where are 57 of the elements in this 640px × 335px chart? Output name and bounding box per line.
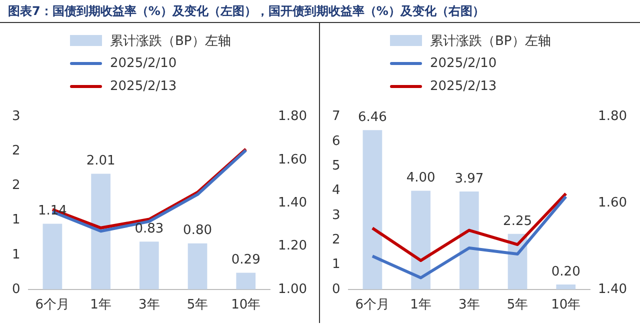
data-label: 0.80 [183,223,212,238]
x-tick-label: 5年 [186,298,208,313]
x-tick-label: 6个月 [35,298,70,313]
bar [411,190,430,290]
y2-tick-label: 1.00 [278,282,308,297]
y-tick-label: 3 [12,109,20,124]
x-tick-label: 6个月 [355,298,390,313]
y-tick-label: 1 [12,212,20,228]
y-tick-label: 0 [12,282,20,297]
x-tick-label: 10年 [551,298,581,313]
y-tick-label: 2 [12,144,20,159]
y-tick-label: 7 [332,109,340,124]
x-tick-label: 1年 [410,298,432,313]
bar [139,242,159,290]
legend-label: 累计涨跌（BP）左轴 [110,32,231,50]
x-tick-label: 3年 [458,298,480,313]
data-label: 2.01 [86,154,116,169]
y-tick-label: 1 [332,257,340,272]
data-label: 4.00 [406,170,436,186]
y2-tick-label: 1.80 [278,109,308,124]
y2-tick-label: 1.20 [278,238,308,254]
bar [236,272,256,290]
data-label: 2.25 [503,214,532,229]
legend-label: 2025/2/10 [430,56,497,71]
x-tick-label: 10年 [231,298,261,313]
bar [91,174,110,290]
y-tick-label: 2 [332,232,340,248]
y2-tick-label: 1.40 [598,282,628,297]
bar [459,192,479,290]
data-label: 0.83 [134,222,164,237]
bar [362,130,382,290]
y-tick-label: 3 [332,208,340,223]
bar [188,243,208,290]
y2-tick-label: 1.40 [278,195,308,210]
data-label: 3.97 [454,171,484,186]
y2-tick-label: 1.60 [598,195,628,210]
x-tick-label: 1年 [90,298,112,313]
bar [556,284,576,290]
y2-tick-label: 1.60 [278,152,308,168]
y-tick-label: 6 [332,134,340,149]
y-tick-label: 0 [332,282,340,297]
bar [42,224,62,290]
legend-label: 2025/2/13 [430,79,497,94]
data-label: 6.46 [358,110,387,125]
data-label: 0.29 [231,252,260,268]
data-label: 0.20 [551,264,580,280]
legend-label: 2025/2/10 [110,56,177,71]
x-tick-label: 3年 [138,298,160,313]
y-tick-label: 1 [12,247,20,262]
y2-tick-label: 1.80 [598,109,628,124]
legend-label: 累计涨跌（BP）左轴 [430,32,551,50]
y-tick-label: 4 [332,183,340,198]
legend-label: 2025/2/13 [110,79,177,94]
y-tick-label: 2 [12,178,20,194]
x-tick-label: 5年 [506,298,528,313]
y-tick-label: 5 [332,158,340,174]
chart-title: 图表7：国债到期收益率（%）及变化（左图），国开债到期收益率（%）及变化（右图） [0,0,640,23]
